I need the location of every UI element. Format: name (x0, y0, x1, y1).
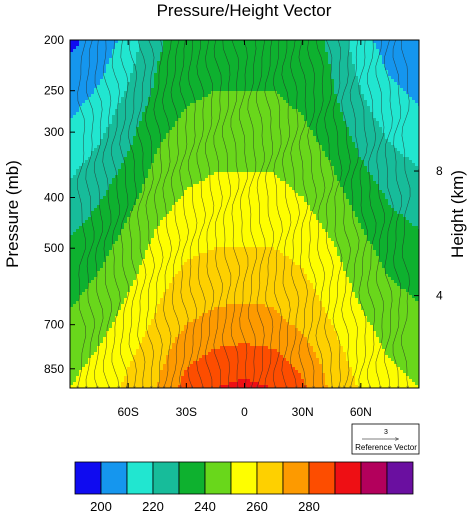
chart-title: Pressure/Height Vector (157, 1, 332, 20)
plot-area (70, 40, 422, 389)
